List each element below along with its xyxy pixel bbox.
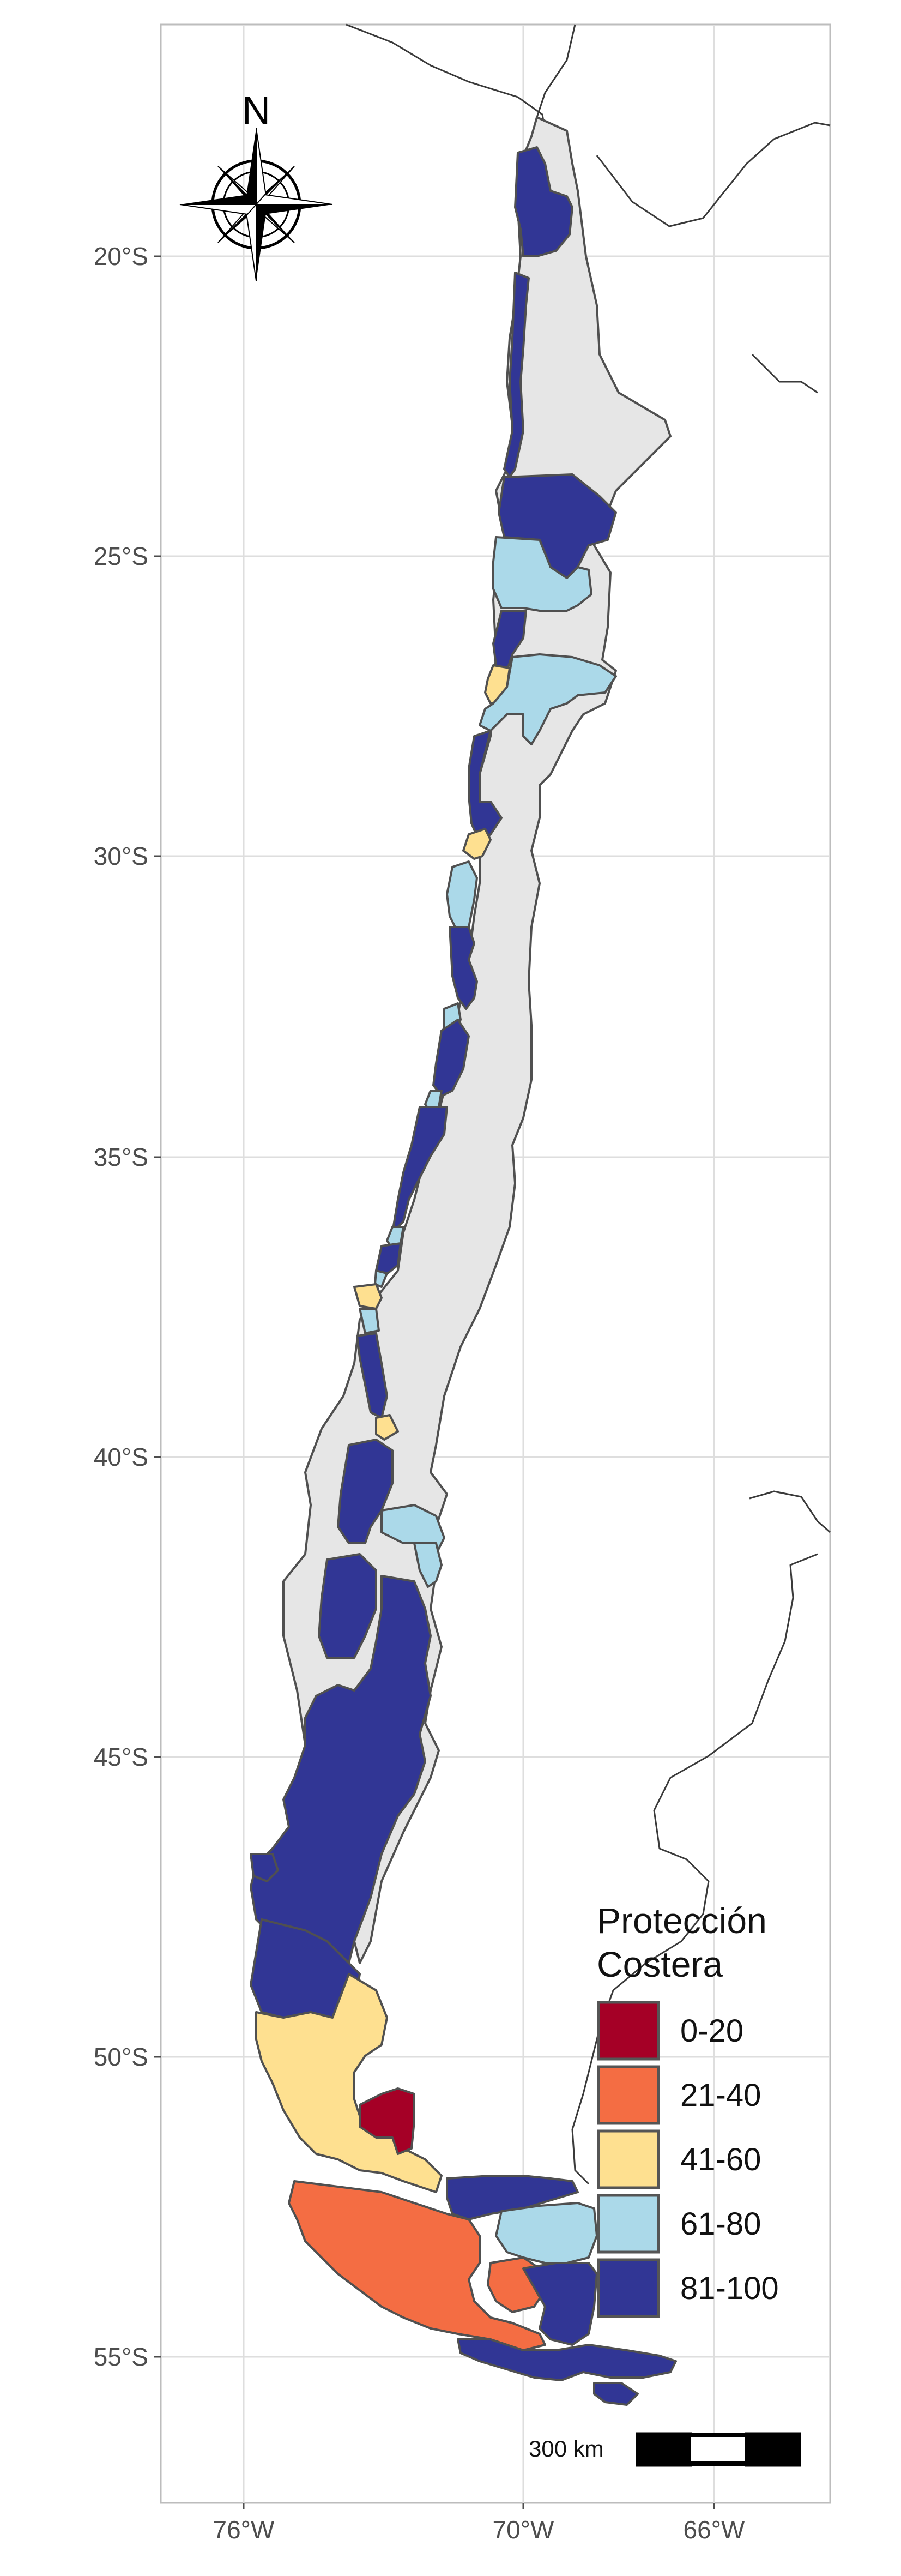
border-peru — [346, 23, 546, 131]
region-41-60 — [462, 828, 492, 860]
region-81-100 — [457, 2338, 677, 2381]
region-81-100 — [492, 610, 527, 672]
region-81-100 — [391, 1106, 448, 1233]
y-tick-label: 40°S — [94, 1443, 148, 1471]
y-tick-label: 55°S — [94, 2343, 148, 2371]
region-81-100 — [337, 1439, 394, 1544]
region-81-100 — [449, 926, 478, 1010]
scale-bar: 300 km — [529, 2432, 801, 2467]
region-41-60 — [375, 1414, 399, 1441]
legend-swatch-81-100 — [597, 2258, 660, 2318]
x-tick-label: 76°W — [213, 2515, 275, 2544]
region-81-100 — [503, 272, 530, 478]
region-61-80 — [359, 1308, 380, 1334]
legend-title-line2: Costera — [597, 1944, 723, 1984]
region-41-60 — [353, 1283, 383, 1310]
region-61-80 — [479, 653, 617, 745]
region-81-100 — [250, 1853, 279, 1882]
region-81-100 — [446, 2175, 579, 2220]
north-arrow-icon: N — [179, 89, 333, 281]
axis-ticks — [154, 255, 715, 2509]
x-tick-label: 66°W — [684, 2515, 746, 2544]
region-61-80 — [413, 1542, 443, 1588]
y-tick-label: 25°S — [94, 542, 148, 570]
x-tick-label: 70°W — [493, 2515, 555, 2544]
legend-swatch-21-40 — [597, 2065, 660, 2125]
region-21-40 — [288, 2180, 546, 2351]
legend-label: 61-80 — [680, 2206, 761, 2242]
legend: Protección Costera 0-20 21-40 41-60 61-8… — [597, 1900, 779, 2318]
region-0-20 — [359, 2087, 415, 2155]
border-argentina-coast — [571, 1553, 818, 2185]
y-tick-label: 30°S — [94, 842, 148, 870]
legend-label: 0-20 — [680, 2013, 743, 2049]
region-61-80 — [374, 1269, 388, 1288]
region-61-80 — [495, 2202, 598, 2264]
border-bolivia — [536, 24, 576, 118]
scale-bar-label: 300 km — [529, 2436, 604, 2461]
chile-regions — [250, 116, 677, 2406]
border-uruguay-coast — [749, 1490, 831, 1533]
region-81-100 — [468, 730, 503, 844]
border-paraguay — [751, 353, 818, 394]
region-81-100 — [514, 146, 573, 257]
region-81-100 — [522, 2262, 598, 2346]
border-bolivia-argentina — [596, 122, 831, 227]
region-81-100 — [432, 1019, 470, 1097]
legend-title-line1: Protección — [597, 1900, 767, 1941]
legend-swatch-61-80 — [597, 2194, 660, 2254]
region-81-100 — [593, 2382, 639, 2406]
y-axis-labels: 20°S 25°S 30°S 35°S 40°S 45°S 50°S 55°S — [94, 242, 148, 2371]
x-axis-labels: 76°W 70°W 66°W — [213, 2515, 746, 2544]
legend-label: 41-60 — [680, 2142, 761, 2177]
legend-label: 81-100 — [680, 2271, 779, 2306]
region-81-100 — [318, 1553, 377, 1659]
north-label: N — [242, 89, 270, 133]
neighbour-borders — [346, 23, 831, 2185]
y-tick-label: 20°S — [94, 242, 148, 270]
y-tick-label: 50°S — [94, 2043, 148, 2071]
legend-swatch-41-60 — [597, 2129, 660, 2189]
legend-swatch-0-20 — [597, 2001, 660, 2061]
region-61-80 — [492, 536, 592, 612]
legend-label: 21-40 — [680, 2078, 761, 2113]
region-81-100 — [375, 1242, 402, 1277]
y-tick-label: 45°S — [94, 1743, 148, 1771]
y-tick-label: 35°S — [94, 1143, 148, 1171]
